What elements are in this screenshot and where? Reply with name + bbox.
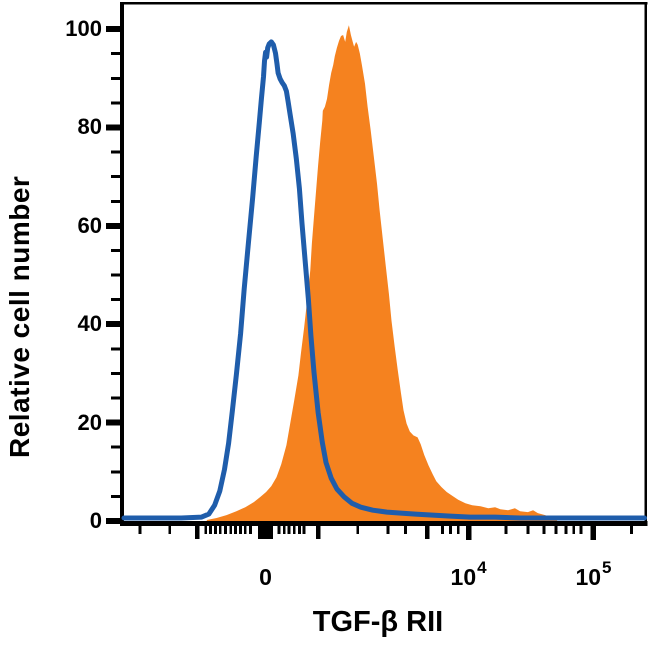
y-tick-label-40: 40 (77, 311, 102, 337)
x-tick-s (218, 526, 222, 534)
x-tick-s (224, 526, 227, 534)
y-major-tick (106, 222, 120, 229)
x-tick-s (214, 526, 218, 534)
x-tick-s (282, 526, 286, 534)
x-tick-s (504, 526, 508, 534)
x-tick-s (456, 526, 460, 534)
y-minor-tick (111, 347, 120, 351)
y-major-tick (106, 26, 120, 33)
x-tick-m (315, 526, 321, 539)
y-minor-tick (111, 52, 120, 56)
x-tick-s (542, 526, 546, 534)
x-tick-s (233, 526, 237, 534)
x-tick-label-exponent: 4 (477, 558, 487, 577)
y-axis-title: Relative cell number (4, 175, 35, 458)
y-minor-tick (111, 273, 120, 277)
plot-right-border (644, 2, 647, 526)
y-minor-tick (111, 199, 120, 203)
y-minor-tick (111, 150, 120, 154)
x-tick-s (302, 526, 306, 534)
x-axis-title: TGF-β RII (312, 606, 444, 638)
y-tick-label-20: 20 (77, 409, 102, 435)
x-tick-s (292, 526, 296, 534)
x-tick-s (138, 526, 142, 534)
y-minor-tick (111, 248, 120, 252)
x-tick-label-0: 0 (259, 564, 272, 590)
x-tick-s (572, 526, 576, 534)
y-major-tick (106, 518, 120, 524)
x-axis-line (120, 521, 648, 526)
y-major-tick (106, 321, 120, 328)
x-tick-m (195, 526, 200, 539)
y-tick-label-0: 0 (89, 508, 102, 533)
y-minor-tick (111, 494, 120, 498)
y-minor-tick (111, 470, 120, 474)
x-tick-s (526, 526, 530, 534)
x-tick-s (630, 526, 633, 534)
x-tick-s (239, 526, 242, 534)
x-tick-label-exponent: 5 (602, 558, 612, 577)
y-minor-tick (111, 396, 120, 400)
x-tick-s (229, 526, 233, 534)
y-tick-label-80: 80 (77, 114, 102, 140)
x-tick-s (249, 526, 252, 534)
x-tick-major (590, 526, 597, 540)
x-tick-s (386, 526, 390, 534)
x-tick-m (425, 526, 430, 539)
x-tick-label-base: 10 (575, 564, 602, 590)
x-tick-s (287, 526, 291, 534)
y-minor-tick (111, 101, 120, 105)
x-tick-s (404, 526, 407, 534)
y-minor-tick (111, 175, 120, 179)
x-tick-label-10e5: 105 (575, 558, 611, 591)
y-axis-line (120, 2, 124, 526)
y-minor-tick (111, 76, 120, 80)
x-tick-s (204, 526, 208, 534)
y-tick-label-100: 100 (65, 16, 102, 42)
x-tick-s (441, 526, 444, 534)
x-tick-s (356, 526, 360, 534)
y-major-tick (106, 419, 120, 426)
plot-top-border (120, 2, 648, 5)
x-tick-s (243, 526, 247, 534)
x-tick-major (465, 526, 472, 540)
x-tick-s (277, 526, 281, 534)
y-tick-label-60: 60 (77, 212, 102, 238)
x-tick-s (209, 526, 212, 534)
y-major-tick (106, 124, 120, 131)
orange-filled-histogram (206, 25, 558, 521)
x-tick-s (448, 526, 452, 534)
y-minor-tick (111, 371, 120, 375)
x-tick-s (168, 526, 172, 534)
x-tick-zero (258, 526, 274, 539)
blue-open-histogram (121, 39, 647, 521)
x-tick-s (298, 526, 301, 534)
x-tick-label-10e4: 104 (450, 558, 487, 591)
x-tick-s (554, 526, 558, 534)
x-tick-s (579, 526, 583, 534)
x-tick-s (564, 526, 568, 534)
y-minor-tick (111, 298, 120, 302)
x-tick-label-base: 10 (450, 564, 477, 590)
y-minor-tick (111, 445, 120, 449)
